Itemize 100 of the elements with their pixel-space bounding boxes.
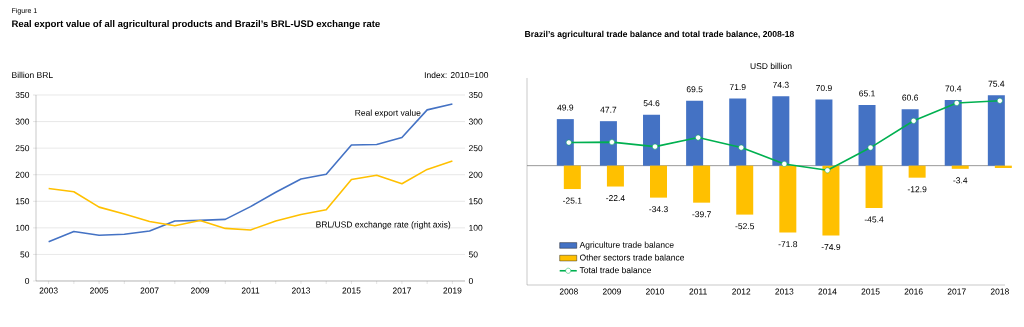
bar [858, 104, 876, 166]
y2-tick-label: 300 [468, 118, 483, 125]
data-label: 69.5 [686, 86, 703, 93]
data-label: 75.4 [988, 80, 1005, 87]
bar [693, 165, 711, 203]
x-tick-label: 2005 [90, 287, 109, 294]
x-tick-label: 2013 [291, 287, 311, 294]
point [996, 97, 1003, 104]
y2-tick-label: 350 [468, 92, 483, 99]
x-tick-label: 2017 [947, 288, 966, 295]
series-label: BRL/USD exchange rate (right axis) [316, 221, 451, 230]
bar [908, 165, 926, 178]
data-label: -25.1 [563, 197, 582, 204]
y-tick-label: 200 [15, 171, 30, 178]
legend-label: Agriculture trade balance [579, 241, 674, 250]
data-label: -39.7 [692, 211, 711, 218]
y-tick-label: 350 [15, 92, 30, 99]
data-label: 60.6 [902, 94, 919, 101]
bar [779, 165, 797, 233]
point [953, 100, 960, 106]
line-series [47, 103, 454, 243]
y2-tick-label: 150 [469, 198, 483, 205]
x-tick-label: 2009 [191, 287, 210, 294]
data-label: -12.9 [907, 186, 927, 193]
y2-tick-label: 0 [468, 278, 473, 284]
bar [815, 99, 833, 166]
y-tick-label: 50 [20, 251, 30, 258]
x-tick-label: 2011 [241, 287, 260, 294]
x-tick-label: 2015 [861, 288, 880, 295]
data-label: 70.4 [945, 85, 962, 92]
data-label: -52.5 [735, 223, 755, 230]
x-tick-label: 2007 [140, 287, 159, 294]
data-label: -3.4 [953, 177, 968, 184]
x-tick-label: 2003 [39, 287, 58, 294]
bar [822, 165, 840, 236]
data-label: -74.9 [821, 244, 841, 251]
point [781, 161, 788, 167]
data-label: 47.7 [600, 106, 617, 113]
legend-label: Total trade balance [579, 266, 651, 274]
chart-title: Real export value of all agricultural products and Brazil’s BRL-USD exchange rate [12, 20, 380, 30]
x-tick-label: 2012 [732, 288, 751, 295]
x-tick-label: 2009 [602, 288, 621, 295]
x-tick-label: 2017 [392, 287, 411, 294]
bar [865, 165, 883, 208]
y-tick-label: 0 [25, 278, 30, 284]
data-label: 49.9 [557, 104, 574, 111]
y-tick-label: 250 [15, 145, 30, 152]
y2-tick-label: 50 [468, 251, 478, 258]
point [867, 144, 874, 151]
y2-tick-label: 250 [468, 145, 483, 152]
y-tick-label: 150 [15, 198, 30, 205]
point [652, 143, 658, 150]
x-tick-label: 2011 [689, 288, 707, 295]
x-tick-label: 2016 [904, 288, 923, 295]
bar [606, 165, 624, 187]
bar [729, 98, 747, 166]
x-tick-label: 2019 [443, 287, 462, 294]
y-axis-title: Billion BRL [12, 71, 53, 79]
chart-title: Brazil’s agricultural trade balance and total trade balance, 2008-18 [525, 30, 794, 39]
bar [563, 165, 581, 190]
line-series [47, 160, 454, 231]
data-label: -71.8 [778, 241, 798, 248]
point [695, 134, 701, 141]
bar [650, 165, 668, 198]
point [565, 139, 572, 146]
x-tick-label: 2008 [559, 288, 578, 295]
point [609, 139, 615, 145]
data-label: 70.9 [816, 84, 832, 91]
bar [951, 165, 969, 169]
x-tick-label: 2015 [342, 287, 361, 294]
data-label: 71.9 [729, 84, 746, 91]
bar [772, 96, 790, 166]
bar [686, 100, 704, 166]
data-label: -45.4 [864, 216, 884, 223]
x-tick-label: 2014 [818, 288, 837, 295]
y2-axis-title: Index: 2010=100 [424, 71, 489, 79]
x-tick-label: 2013 [775, 288, 794, 295]
x-tick-label: 2010 [645, 288, 665, 295]
data-label: -34.3 [649, 206, 668, 213]
x-tick-label: 2018 [990, 288, 1009, 295]
data-label: 74.3 [773, 81, 789, 88]
legend-label: Other sectors trade balance [579, 254, 685, 261]
data-label: 65.1 [859, 90, 875, 97]
bar [944, 100, 962, 166]
point [824, 167, 831, 174]
bar [901, 109, 919, 166]
y-tick-label: 100 [15, 224, 30, 231]
point [910, 117, 917, 124]
data-label: -22.4 [606, 195, 625, 201]
bar [736, 165, 754, 215]
y-tick-label: 300 [15, 118, 30, 125]
bar [987, 95, 1005, 166]
bar [556, 119, 574, 166]
bar [599, 121, 617, 166]
y-axis-title: USD billion [750, 62, 792, 70]
bar [643, 114, 661, 166]
y2-tick-label: 200 [468, 171, 483, 178]
data-label: 54.6 [643, 100, 660, 107]
point [738, 144, 745, 151]
series-label: Real export value [355, 109, 421, 118]
